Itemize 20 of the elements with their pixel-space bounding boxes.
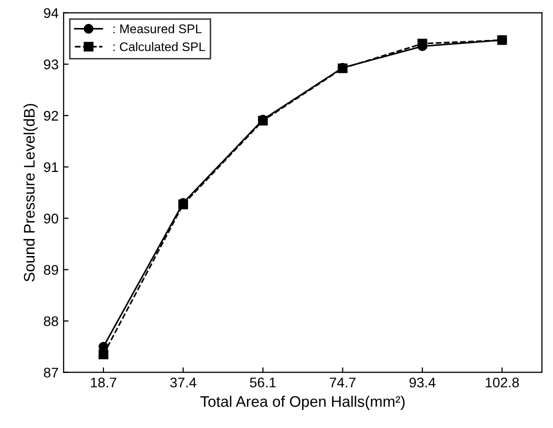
x-tick-label: 93.4 — [409, 378, 436, 388]
point — [98, 350, 108, 360]
y-tick-label: 88 — [44, 316, 58, 326]
y-tick-label: 87 — [44, 368, 58, 378]
y-tick-label: 94 — [44, 8, 58, 18]
y-tick-label: 92 — [44, 110, 58, 121]
y-tick-label: 90 — [44, 214, 58, 224]
x-tick-label: 37.4 — [170, 378, 196, 388]
x-tick-label: 18.7 — [91, 378, 116, 388]
y-tick-label: 89 — [44, 264, 58, 275]
point — [417, 38, 428, 49]
x-axis-title: Total Area of Open Halls(mm²) — [200, 396, 405, 410]
legend-label: : Measured SPL — [113, 24, 202, 34]
y-tick-label: 93 — [44, 60, 58, 70]
legend-label: : Calculated SPL — [113, 42, 206, 52]
x-tick-label: 74.7 — [330, 378, 356, 388]
x-tick-label: 102.8 — [486, 378, 519, 388]
y-tick-label: 91 — [44, 162, 58, 172]
x-tick-label: 56.1 — [250, 378, 276, 388]
y-axis-title: Sound Pressure Level(dB) — [23, 104, 38, 282]
